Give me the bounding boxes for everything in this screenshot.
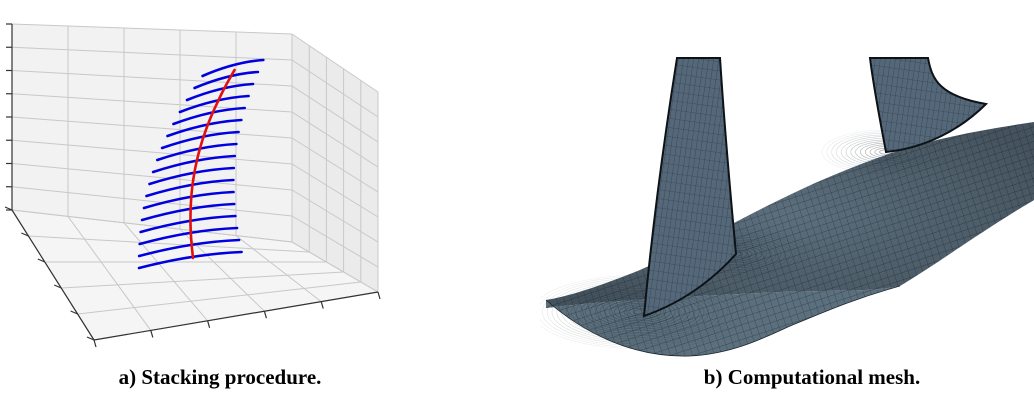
caption-stacking-procedure: a) Stacking procedure. [118, 365, 322, 389]
mesh-ring [566, 286, 714, 338]
grid-line [86, 336, 95, 341]
computational-mesh-render [540, 57, 1034, 357]
blade-section-curve [178, 94, 250, 114]
axis-pane [292, 34, 378, 292]
caption-computational-mesh: b) Computational mesh. [703, 365, 921, 389]
mesh-ring [561, 284, 719, 340]
grid-line [28, 235, 310, 253]
grid-line [320, 301, 324, 309]
grid-line [377, 291, 381, 300]
mesh-ring [542, 278, 738, 346]
blade-section-curve [155, 142, 238, 162]
blade-section-curve [201, 58, 265, 78]
mesh-ring [570, 288, 710, 336]
blade-section-curve [185, 82, 255, 102]
grid-line [11, 23, 293, 35]
stacking-line [189, 68, 236, 260]
stacking-3d-plot [4, 23, 381, 348]
mesh-ring [599, 297, 681, 327]
grid-line [11, 139, 293, 165]
grid-line [93, 291, 379, 341]
blade-front [642, 57, 738, 318]
mesh-ring [585, 292, 695, 331]
blade-section-curve [140, 202, 236, 222]
mesh-ring [540, 276, 743, 348]
panel-computational-mesh: b) Computational mesh. [540, 0, 1034, 414]
axis-pane [12, 210, 378, 340]
grid-line [291, 137, 379, 193]
blade-section-curve [166, 118, 243, 138]
grid-line [11, 209, 293, 243]
grid-line [123, 222, 208, 322]
grid-line [291, 85, 379, 143]
grid-line [70, 310, 78, 315]
grid-line [67, 216, 152, 331]
mesh-ring [609, 301, 671, 323]
grid-line [37, 258, 46, 263]
mesh-ring [540, 274, 748, 350]
mesh-ring [556, 283, 724, 341]
grid-line [291, 33, 379, 93]
mesh-ring [594, 296, 686, 328]
mesh-ring [604, 299, 676, 325]
grid-line [291, 59, 379, 118]
blade-section-curve [151, 154, 237, 174]
grid-line [207, 320, 211, 328]
blade-back [868, 57, 989, 154]
mesh-ring [580, 291, 700, 333]
grid-line [11, 163, 293, 191]
grid-line [11, 209, 95, 341]
hub-surface-lower [546, 286, 900, 357]
grid-line [53, 284, 62, 289]
grid-line [291, 215, 379, 268]
grid-line [21, 232, 29, 237]
mesh-ring [590, 294, 690, 330]
grid-line [235, 235, 322, 302]
blade-section-curve [193, 70, 260, 90]
grid-line [150, 330, 154, 338]
grid-line [291, 189, 379, 243]
mesh-ring [551, 281, 729, 343]
blade-section-curve [160, 130, 240, 150]
grid-line [4, 206, 13, 211]
grid-line [291, 241, 379, 293]
blade-section-curve [148, 166, 236, 186]
panel-stacking-procedure: a) Stacking procedure. [0, 0, 420, 414]
blade-section-curve [145, 178, 235, 198]
grid-line [93, 339, 97, 348]
grid-line [179, 228, 265, 312]
blade-section-curve [172, 106, 246, 126]
grid-line [11, 186, 293, 217]
mesh-ring [575, 289, 705, 335]
axis-pane [12, 24, 292, 242]
mesh-ring [546, 279, 734, 345]
grid-line [263, 311, 267, 319]
grid-line [291, 163, 379, 218]
grid-line [61, 271, 344, 289]
mesh-ring [614, 302, 666, 322]
grid-line [291, 111, 379, 168]
grid-line [11, 46, 293, 61]
blade-section-curve [142, 190, 235, 210]
grid-line [77, 281, 361, 315]
grid-line [11, 116, 293, 139]
mesh-ring [618, 304, 662, 320]
